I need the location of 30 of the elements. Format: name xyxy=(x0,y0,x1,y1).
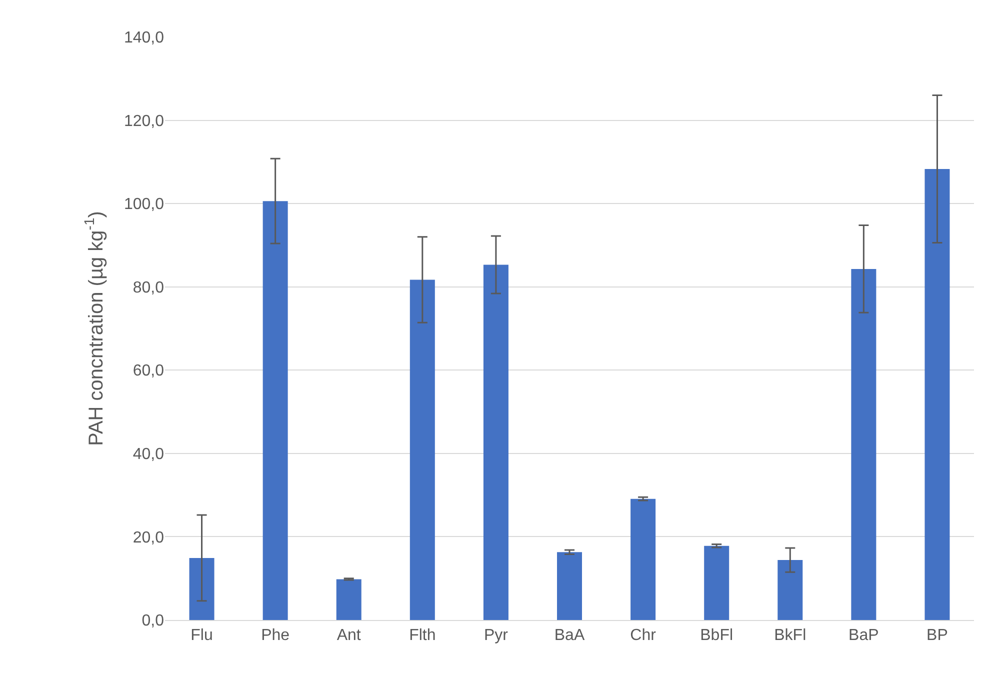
y-tick-label: 80,0 xyxy=(132,279,164,296)
x-tick-label: BkFl xyxy=(774,627,806,644)
y-tick-label: 60,0 xyxy=(132,362,164,380)
x-tick-label: Phe xyxy=(261,627,290,644)
x-tick-label: BbFl xyxy=(700,627,734,644)
bar xyxy=(630,498,656,620)
x-tick-label: BP xyxy=(926,627,948,644)
bar xyxy=(704,546,730,620)
x-tick-label: BaP xyxy=(848,627,879,644)
bar xyxy=(189,558,214,620)
y-tick-label: 0,0 xyxy=(142,612,164,630)
x-tick-label: Flth xyxy=(409,627,436,644)
y-tick-label: 40,0 xyxy=(132,446,164,464)
bar xyxy=(778,560,803,620)
x-tick-label: Flu xyxy=(190,627,213,644)
x-tick-label: Ant xyxy=(336,627,362,644)
x-tick-label: Chr xyxy=(630,627,657,644)
y-tick-label: 120,0 xyxy=(124,112,164,130)
bar xyxy=(262,201,288,620)
bar xyxy=(557,552,582,620)
y-tick-label: 100,0 xyxy=(124,196,164,214)
bar xyxy=(924,169,950,620)
y-tick-label: 140,0 xyxy=(124,30,164,47)
bar xyxy=(851,268,876,620)
y-tick-label: 20,0 xyxy=(132,529,164,546)
bar xyxy=(483,264,508,620)
x-tick-label: Pyr xyxy=(484,627,509,644)
bar xyxy=(410,280,435,620)
bar xyxy=(336,579,362,620)
x-tick-label: BaA xyxy=(554,627,585,644)
